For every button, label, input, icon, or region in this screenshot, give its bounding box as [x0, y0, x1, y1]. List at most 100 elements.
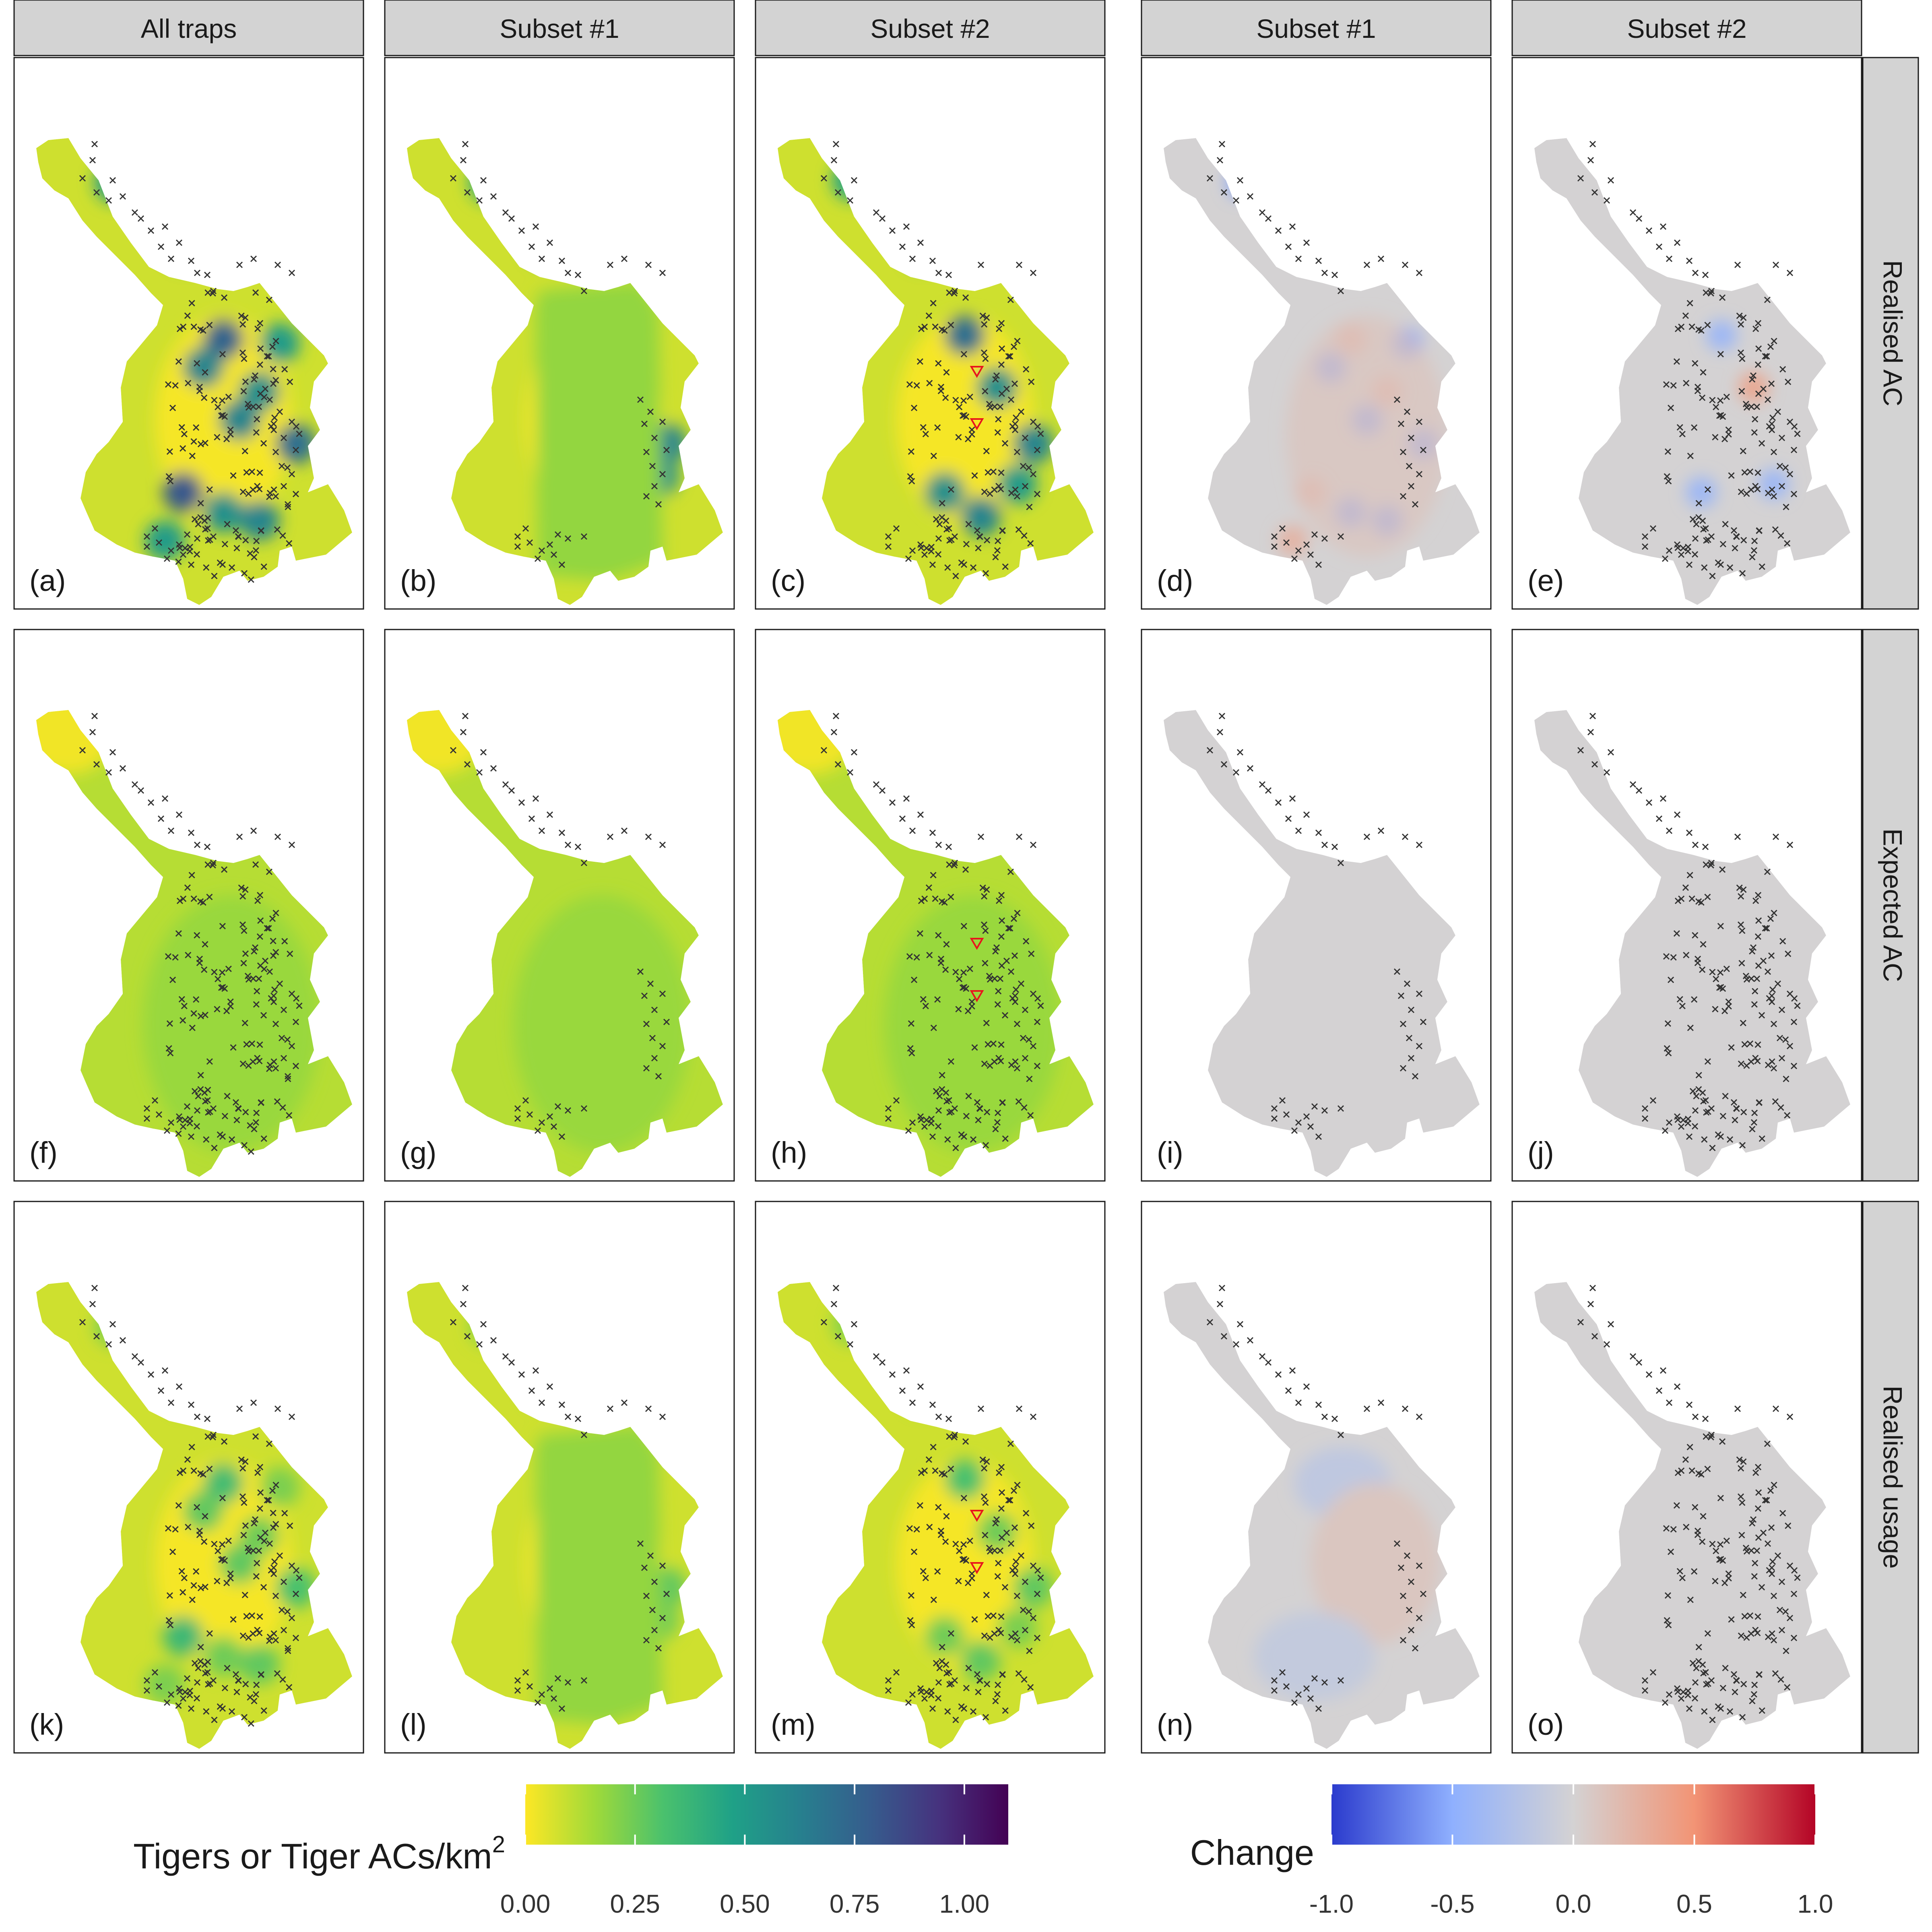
trap-marker — [143, 533, 151, 540]
trap-marker — [1022, 1627, 1029, 1634]
trap-marker — [1695, 1086, 1702, 1093]
trap-marker — [180, 1589, 186, 1596]
map-base-fill — [1164, 710, 1480, 1177]
trap-marker — [1007, 1540, 1015, 1547]
field-untrapped-area — [536, 281, 663, 581]
trap-marker — [558, 1133, 566, 1140]
trap-marker — [908, 1622, 915, 1629]
trap-marker — [1666, 547, 1673, 554]
trap-marker — [979, 884, 986, 891]
trap-marker — [79, 747, 86, 754]
trap-marker — [1007, 353, 1013, 360]
trap-marker — [1022, 434, 1029, 442]
trap-marker — [221, 541, 228, 547]
trap-marker — [181, 431, 188, 438]
trap-marker — [917, 1113, 924, 1120]
trap-marker — [184, 884, 191, 891]
trap-marker — [1794, 1002, 1801, 1009]
trap-marker — [1011, 1564, 1019, 1571]
trap-marker — [1321, 1107, 1328, 1114]
trap-marker — [982, 570, 989, 577]
field-hotspot — [1013, 1568, 1053, 1608]
trap-marker — [257, 320, 264, 327]
trap-marker — [1785, 1522, 1792, 1529]
trap-marker — [1693, 1093, 1700, 1100]
trap-marker — [909, 1691, 916, 1698]
trap-marker — [1416, 1562, 1423, 1569]
trap-marker — [1700, 526, 1707, 533]
trap-marker — [165, 473, 172, 480]
trap-marker — [1719, 1684, 1726, 1691]
trap-marker — [238, 1456, 245, 1463]
trap-marker — [935, 1695, 942, 1702]
trap-marker — [928, 1120, 935, 1127]
trap-marker — [659, 1562, 666, 1569]
trap-marker — [1736, 1456, 1743, 1463]
trap-marker — [1315, 829, 1322, 836]
trap-marker — [1012, 999, 1019, 1005]
trap-marker — [952, 1540, 959, 1548]
trap-marker — [1013, 1637, 1021, 1644]
trap-marker — [1007, 1440, 1014, 1447]
trap-marker — [558, 1401, 566, 1408]
trap-marker — [984, 1681, 991, 1688]
trap-marker — [1679, 1575, 1686, 1581]
trap-marker — [943, 1098, 950, 1105]
trap-marker — [918, 326, 925, 332]
trap-marker — [1645, 227, 1653, 234]
trap-marker — [260, 1584, 267, 1591]
trap-marker — [1001, 1012, 1009, 1019]
trap-marker — [1777, 532, 1784, 539]
trap-markers — [1577, 712, 1801, 1152]
trap-marker — [1295, 255, 1302, 262]
trap-marker — [200, 899, 206, 906]
trap-marker — [242, 1522, 249, 1529]
trap-marker — [960, 1494, 967, 1502]
trap-marker — [1790, 1018, 1798, 1026]
trap-marker — [976, 533, 983, 540]
trap-marker — [913, 954, 920, 961]
trap-marker — [1265, 1359, 1272, 1366]
trap-marker — [1751, 537, 1758, 544]
trap-marker — [1770, 448, 1777, 456]
trap-marker — [256, 469, 263, 476]
trap-marker — [926, 380, 933, 386]
trap-marker — [963, 541, 970, 547]
trap-marker — [935, 1413, 942, 1420]
trap-marker — [1275, 1371, 1282, 1378]
trap-marker — [645, 261, 652, 268]
trap-marker — [1666, 1691, 1673, 1698]
trap-marker — [219, 1494, 226, 1502]
trap-marker — [834, 189, 842, 196]
trap-marker — [240, 960, 247, 966]
trap-marker — [1679, 1003, 1686, 1009]
trap-marker — [643, 493, 650, 500]
trap-marker — [1664, 1020, 1671, 1027]
trap-marker — [930, 872, 937, 879]
trap-marker — [202, 369, 208, 376]
trap-marker — [241, 1142, 248, 1149]
trap-marker — [1577, 1319, 1584, 1326]
change-legend: Change -1.0 -0.5 0.0 0.5 1.0 — [1190, 1784, 1833, 1918]
trap-marker — [514, 533, 521, 540]
trap-marker — [1003, 1530, 1010, 1536]
trap-marker — [1271, 1105, 1278, 1112]
trap-marker — [241, 927, 248, 934]
trap-marker — [180, 551, 187, 558]
trap-marker — [1770, 1065, 1777, 1072]
trap-marker — [1337, 1431, 1344, 1439]
trap-marker — [930, 1596, 937, 1603]
trap-marker — [175, 930, 182, 937]
trap-marker — [647, 1552, 654, 1559]
trap-marker — [1700, 369, 1707, 376]
field-hotspot — [239, 500, 280, 541]
trap-marker — [292, 1635, 299, 1641]
trap-marker — [202, 941, 208, 948]
trap-marker — [281, 1510, 288, 1517]
trap-marker — [175, 1685, 183, 1692]
trap-marker — [202, 526, 209, 533]
trap-marker — [1707, 1434, 1714, 1441]
trap-marker — [1673, 1502, 1680, 1509]
trap-marker — [211, 396, 218, 404]
trap-marker — [920, 996, 927, 1003]
